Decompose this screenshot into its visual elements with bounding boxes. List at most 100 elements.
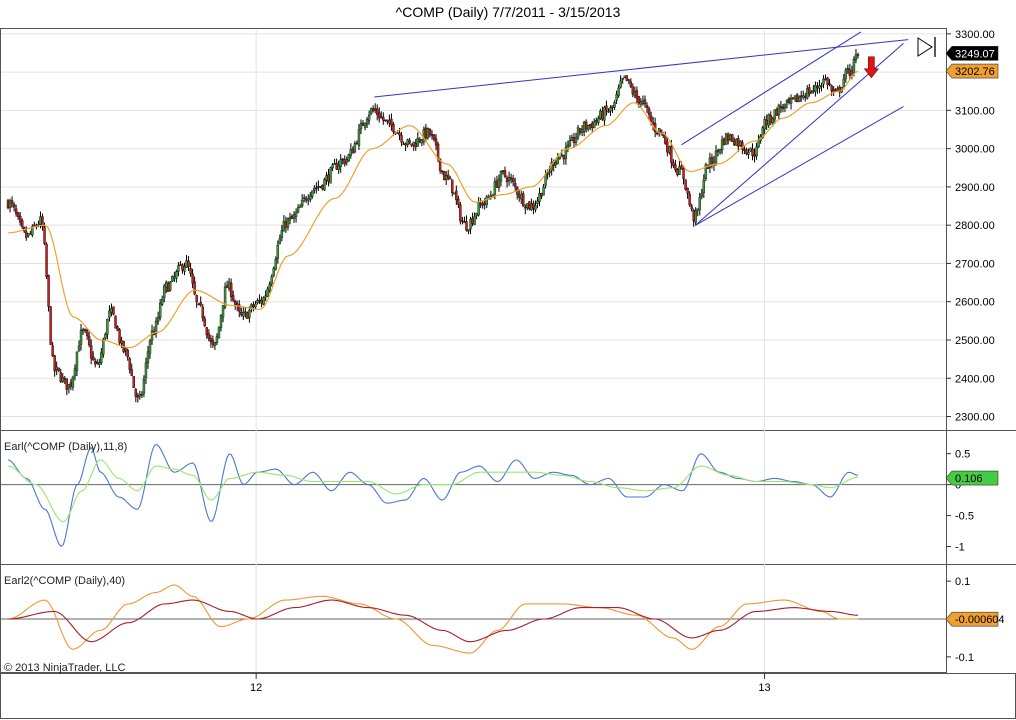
candle-body (856, 54, 860, 56)
candle-body (355, 142, 359, 145)
candle-body (735, 139, 738, 146)
candle-body (128, 358, 131, 370)
candle-body (225, 285, 229, 288)
candle-body (276, 244, 280, 260)
candle-body (353, 143, 357, 153)
candle-body (426, 128, 430, 138)
candle-body (720, 139, 724, 151)
x-tick-label: 13 (758, 682, 770, 694)
candle-body (657, 127, 661, 132)
candle-body (418, 139, 422, 142)
candle-body (165, 282, 168, 288)
ma-price-badge: 3202.76 (955, 66, 995, 78)
candle-body (197, 303, 200, 305)
candle-body (191, 273, 194, 284)
candle-body (544, 174, 547, 186)
candle-body (789, 98, 793, 104)
candle-body (503, 170, 507, 177)
price-tick-label: 3300.00 (955, 29, 995, 41)
candle-body (321, 184, 324, 190)
price-tick-label: 2900.00 (955, 182, 995, 194)
candle-body (189, 268, 192, 274)
candle-body (286, 218, 290, 228)
candle-body (317, 186, 320, 188)
candle-body (513, 182, 517, 187)
candle-body (430, 134, 434, 136)
candle-body (637, 96, 641, 104)
candle-body (87, 336, 91, 345)
candle-body (43, 226, 46, 244)
candle-body (305, 198, 308, 201)
candle-body (595, 120, 598, 122)
plot-frame (0, 28, 947, 673)
candle-body (209, 338, 213, 342)
candle-body (438, 158, 442, 171)
candle-body (698, 197, 701, 210)
candle-body (613, 101, 616, 108)
earl-value-badge: 0.106 (955, 473, 983, 485)
candle-body (564, 147, 568, 160)
candle-body (280, 230, 284, 239)
candle-body (769, 115, 772, 123)
earl2-tick-label: -0.1 (955, 652, 974, 664)
candle-body (674, 164, 677, 171)
candle-body (696, 208, 699, 211)
candle-body (69, 382, 73, 387)
candle-body (664, 135, 667, 144)
candle-body (73, 368, 77, 377)
candle-body (16, 212, 20, 217)
candle-body (315, 187, 318, 189)
candle-body (110, 308, 113, 313)
candle-body (641, 100, 645, 104)
candle-body (806, 88, 809, 99)
candle-body (574, 137, 578, 143)
candle-body (347, 154, 351, 162)
price-tick-label: 2300.00 (955, 412, 995, 424)
candle-body (455, 190, 458, 201)
candle-body (31, 226, 34, 236)
candle-body (33, 224, 36, 227)
candle-body (580, 129, 584, 133)
candle-body (132, 376, 135, 388)
candle-body (779, 106, 783, 109)
candle-body (329, 167, 332, 184)
earl-value-badge-bg (945, 470, 999, 486)
candle-body (238, 304, 241, 312)
candle-body (737, 138, 740, 147)
candle-body (629, 81, 632, 87)
candle-body (584, 121, 588, 129)
candle-body (175, 271, 178, 279)
candle-body (688, 193, 691, 206)
candle-body (331, 164, 334, 169)
earl2-panel (1, 584, 946, 654)
candle-body (767, 114, 770, 126)
candle-body (810, 92, 813, 94)
candle-body (518, 194, 521, 198)
candle-body (520, 194, 523, 200)
candle-body (745, 149, 748, 154)
candle-body (187, 260, 190, 268)
candle-body (747, 151, 750, 155)
candle-body (61, 377, 64, 382)
candle-body (781, 106, 785, 110)
candle-body (112, 306, 115, 315)
candle-body (739, 141, 742, 146)
candle-body (495, 180, 499, 188)
axes: 12133300.003200.003100.003000.002900.002… (250, 29, 1005, 694)
candle-body (485, 196, 488, 206)
candle-body (603, 107, 606, 121)
candle-body (731, 134, 734, 142)
candle-body (463, 221, 466, 224)
candle-body (343, 159, 346, 165)
candle-body (260, 299, 263, 304)
candle-body (211, 339, 215, 345)
candle-body (120, 340, 123, 344)
candle-body (493, 181, 497, 195)
candle-body (692, 210, 695, 222)
candle-body (102, 339, 105, 355)
candle-body (402, 143, 405, 145)
candle-body (229, 282, 233, 298)
candle-body (797, 96, 801, 103)
candle-body (542, 186, 545, 196)
